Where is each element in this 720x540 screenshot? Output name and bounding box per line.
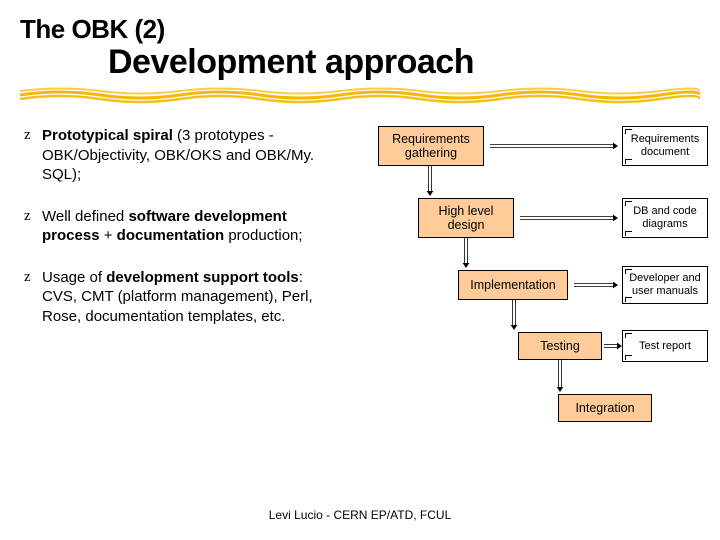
list-item: z Prototypical spiral (3 prototypes - OB… bbox=[24, 126, 324, 185]
list-item: z Usage of development support tools: CV… bbox=[24, 268, 324, 327]
bullet-text: Prototypical spiral (3 prototypes - OBK/… bbox=[42, 126, 324, 185]
fold-mark-icon bbox=[625, 129, 633, 135]
fold-mark-icon bbox=[625, 355, 633, 361]
slide-title: The OBK (2) Development approach bbox=[20, 14, 474, 82]
fold-mark-icon bbox=[625, 201, 633, 207]
process-step-intg: Integration bbox=[558, 394, 652, 422]
title-line-1: The OBK (2) bbox=[20, 14, 474, 45]
bullet-text: Well defined software development proces… bbox=[42, 207, 324, 246]
title-underline bbox=[20, 86, 700, 104]
fold-mark-icon bbox=[625, 297, 633, 303]
process-step-test: Testing bbox=[518, 332, 602, 360]
process-step-impl: Implementation bbox=[458, 270, 568, 300]
fold-mark-icon bbox=[625, 231, 633, 237]
process-step-req: Requirements gathering bbox=[378, 126, 484, 166]
output-doc-man: Developer and user manuals bbox=[622, 266, 708, 304]
slide-footer: Levi Lucio - CERN EP/ATD, FCUL bbox=[0, 508, 720, 522]
bullet-icon: z bbox=[24, 268, 42, 327]
output-doc-diag: DB and code diagrams bbox=[622, 198, 708, 238]
process-flowchart: Requirements gathering High level design I… bbox=[340, 126, 710, 466]
bullet-text: Usage of development support tools: CVS,… bbox=[42, 268, 324, 327]
process-step-hld: High level design bbox=[418, 198, 514, 238]
list-item: z Well defined software development proc… bbox=[24, 207, 324, 246]
fold-mark-icon bbox=[625, 159, 633, 165]
bullet-icon: z bbox=[24, 126, 42, 185]
bullet-list: z Prototypical spiral (3 prototypes - OB… bbox=[24, 126, 324, 348]
output-doc-trep: Test report bbox=[622, 330, 708, 362]
bullet-icon: z bbox=[24, 207, 42, 246]
fold-mark-icon bbox=[625, 269, 633, 275]
title-line-2: Development approach bbox=[108, 43, 474, 82]
output-doc-rdoc: Requirements document bbox=[622, 126, 708, 166]
fold-mark-icon bbox=[625, 333, 633, 339]
